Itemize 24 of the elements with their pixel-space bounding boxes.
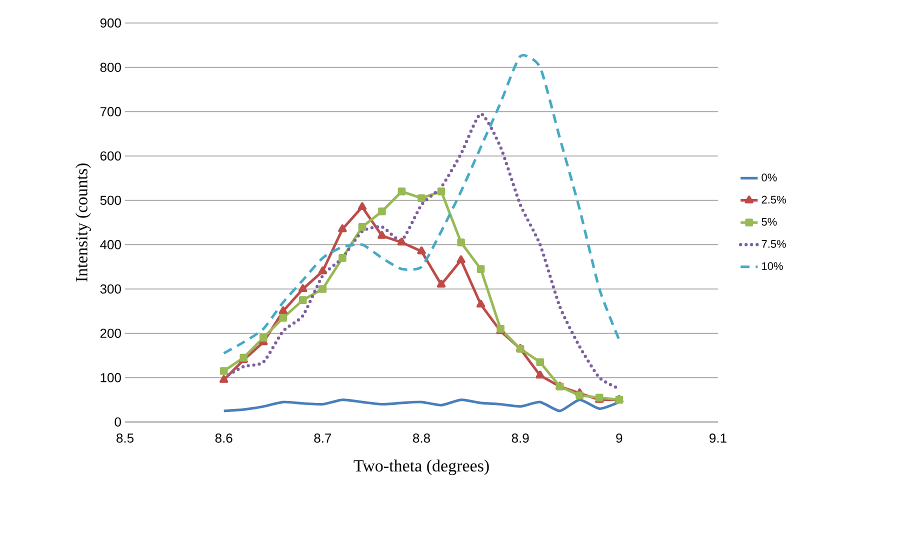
legend-label: 2.5% — [762, 196, 786, 204]
y-tick-label: 700 — [100, 107, 121, 116]
y-axis-title: Intensity (counts) — [75, 164, 91, 282]
legend-label: 5% — [762, 218, 777, 226]
x-tick-label: 9 — [616, 434, 622, 443]
y-tick-label: 300 — [100, 284, 121, 294]
legend-label: 0% — [762, 174, 777, 182]
y-tick-label: 400 — [100, 240, 121, 250]
legend-label: 7.5% — [762, 240, 786, 248]
x-tick-label: 8.7 — [314, 434, 332, 443]
x-tick-label: 8.5 — [116, 434, 134, 443]
x-tick-label: 9.1 — [710, 434, 726, 443]
y-tick-label: 500 — [100, 196, 121, 205]
y-tick-label: 0 — [114, 417, 121, 427]
y-tick-label: 800 — [100, 62, 121, 72]
y-tick-label: 100 — [100, 373, 121, 382]
x-tick-label: 8.8 — [413, 434, 430, 443]
legend-label: 10% — [762, 262, 783, 270]
y-tick-label: 600 — [100, 151, 121, 161]
x-tick-label: 8.9 — [512, 434, 529, 443]
y-tick-label: 900 — [100, 18, 121, 28]
x-axis-title: Two-theta (degrees) — [354, 460, 489, 476]
x-tick-label: 8.6 — [215, 434, 232, 443]
y-tick-label: 200 — [100, 328, 121, 338]
